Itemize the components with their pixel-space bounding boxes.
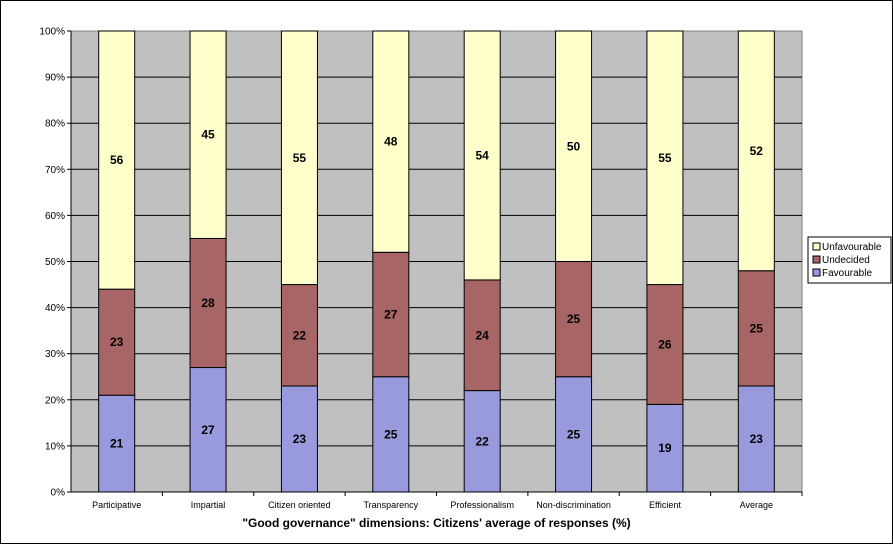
data-label: 25 bbox=[384, 427, 398, 441]
bar-favourable bbox=[737, 385, 775, 493]
x-tick-label: Citizen oriented bbox=[268, 500, 331, 510]
legend-swatch-favourable bbox=[812, 268, 821, 277]
x-axis-title: "Good governance" dimensions: Citizens' … bbox=[242, 516, 630, 530]
y-tick-label: 80% bbox=[45, 119, 65, 130]
bar-favourable bbox=[189, 367, 227, 493]
y-tick-label: 100% bbox=[39, 27, 65, 38]
data-label: 28 bbox=[201, 296, 215, 310]
y-tick-label: 20% bbox=[45, 395, 65, 406]
bar-favourable bbox=[646, 403, 684, 493]
data-label: 24 bbox=[476, 328, 490, 342]
data-label: 19 bbox=[658, 441, 672, 455]
bar-favourable bbox=[555, 376, 593, 493]
bar-undecided bbox=[189, 237, 227, 369]
bar-unfavourable bbox=[555, 30, 593, 262]
x-tick-label: Average bbox=[740, 500, 773, 510]
data-label: 26 bbox=[658, 337, 672, 351]
data-label: 54 bbox=[476, 148, 490, 162]
data-label: 45 bbox=[201, 128, 215, 142]
bar-unfavourable bbox=[98, 30, 136, 290]
x-tick-label: Transparency bbox=[363, 500, 418, 510]
bar-undecided bbox=[463, 279, 501, 392]
data-label: 55 bbox=[658, 151, 672, 165]
data-label: 55 bbox=[293, 151, 307, 165]
x-tick-label: Efficient bbox=[649, 500, 681, 510]
bar-favourable bbox=[372, 376, 410, 493]
data-label: 23 bbox=[293, 432, 307, 446]
y-tick-label: 70% bbox=[45, 165, 65, 176]
data-label: 52 bbox=[750, 144, 764, 158]
y-tick-label: 90% bbox=[45, 73, 65, 84]
bar-favourable bbox=[463, 390, 501, 493]
data-label: 23 bbox=[110, 335, 124, 349]
bar-unfavourable bbox=[280, 30, 318, 286]
x-tick-label: Professionalism bbox=[450, 500, 514, 510]
x-tick-label: Participative bbox=[92, 500, 141, 510]
bar-favourable bbox=[280, 385, 318, 493]
legend-swatch-undecided bbox=[812, 255, 821, 264]
data-label: 21 bbox=[110, 437, 124, 451]
y-tick-label: 10% bbox=[45, 441, 65, 452]
x-tick-label: Impartial bbox=[191, 500, 226, 510]
legend-swatch-unfavourable bbox=[812, 242, 821, 251]
bar-unfavourable bbox=[737, 30, 775, 272]
data-label: 56 bbox=[110, 153, 124, 167]
y-tick-label: 60% bbox=[45, 211, 65, 222]
data-label: 48 bbox=[384, 135, 398, 149]
y-tick-label: 40% bbox=[45, 303, 65, 314]
legend-label-unfavourable: Unfavourable bbox=[822, 242, 882, 253]
bar-unfavourable bbox=[189, 30, 227, 239]
legend-box bbox=[807, 236, 892, 284]
bar-undecided bbox=[646, 284, 684, 405]
bar-undecided bbox=[280, 284, 318, 387]
bar-undecided bbox=[372, 251, 410, 378]
y-tick-label: 0% bbox=[51, 488, 66, 499]
data-label: 27 bbox=[201, 423, 215, 437]
y-tick-label: 30% bbox=[45, 349, 65, 360]
bar-unfavourable bbox=[372, 30, 410, 253]
data-label: 27 bbox=[384, 308, 398, 322]
data-label: 23 bbox=[750, 432, 764, 446]
x-tick-label: Non-discrimination bbox=[536, 500, 611, 510]
data-label: 50 bbox=[567, 139, 581, 153]
data-label: 22 bbox=[476, 434, 490, 448]
y-tick-label: 50% bbox=[45, 257, 65, 268]
data-label: 25 bbox=[567, 427, 581, 441]
data-label: 25 bbox=[750, 321, 764, 335]
bar-unfavourable bbox=[646, 30, 684, 286]
bar-unfavourable bbox=[463, 30, 501, 281]
data-label: 25 bbox=[567, 312, 581, 326]
legend-label-favourable: Favourable bbox=[822, 268, 872, 279]
legend-label-undecided: Undecided bbox=[822, 255, 870, 266]
bar-undecided bbox=[98, 288, 136, 396]
data-label: 22 bbox=[293, 328, 307, 342]
